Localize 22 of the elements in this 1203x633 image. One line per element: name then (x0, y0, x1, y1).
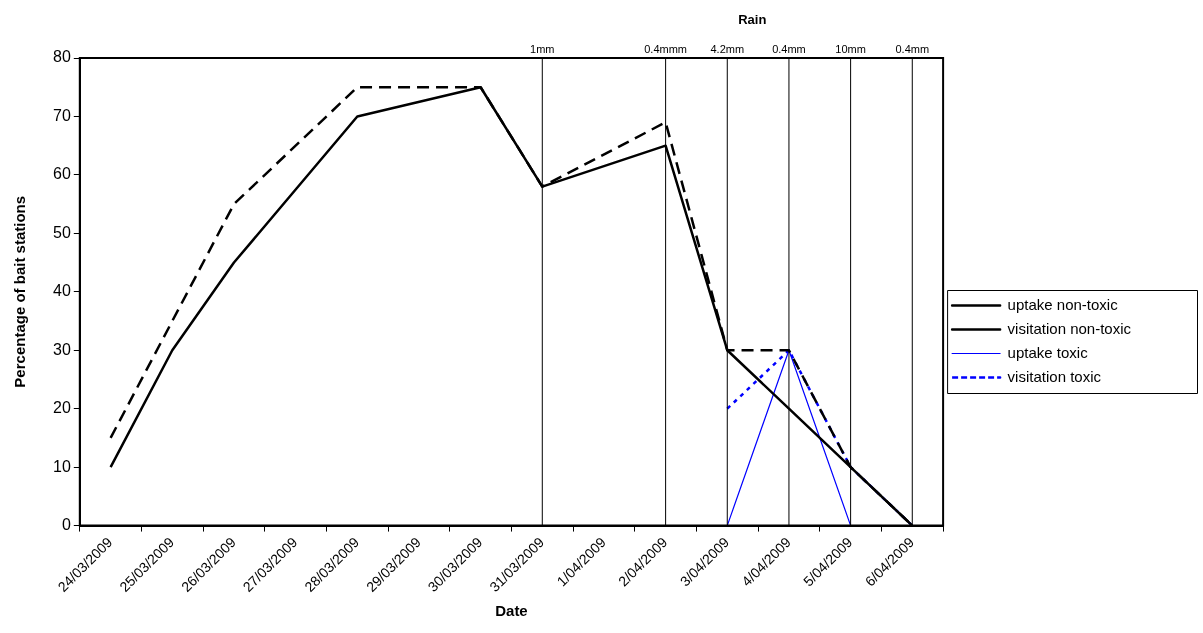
legend-label: visitation non-toxic (1007, 319, 1132, 337)
legend-label: uptake toxic (1007, 343, 1089, 361)
legend-label: uptake non-toxic (1007, 295, 1119, 313)
y-tick-label: 30 (53, 340, 71, 358)
y-tick-label: 70 (53, 106, 71, 124)
ref-line-label: 0.4mmm (644, 42, 688, 55)
ref-line-label: 10mm (835, 42, 866, 55)
ref-line-label: 4.2mm (710, 42, 745, 55)
text: Rain (738, 11, 767, 27)
y-tick-label: 20 (53, 399, 71, 417)
ref-line-label: 1mm (530, 42, 555, 55)
y-tick-label: 0 (61, 515, 71, 533)
x-axis-title: Date (495, 602, 528, 620)
y-tick-label: 40 (53, 282, 71, 300)
y-axis-title: Percentage of bait stations (11, 195, 29, 388)
ref-line-label: 0.4mm (772, 42, 806, 55)
y-tick-label: 10 (53, 457, 71, 475)
y-tick-label: 60 (53, 165, 71, 183)
legend-label: visitation toxic (1007, 367, 1102, 385)
y-tick-label: 50 (53, 223, 71, 241)
y-tick-label: 80 (53, 48, 71, 66)
ref-line-label: 0.4mm (895, 42, 930, 55)
